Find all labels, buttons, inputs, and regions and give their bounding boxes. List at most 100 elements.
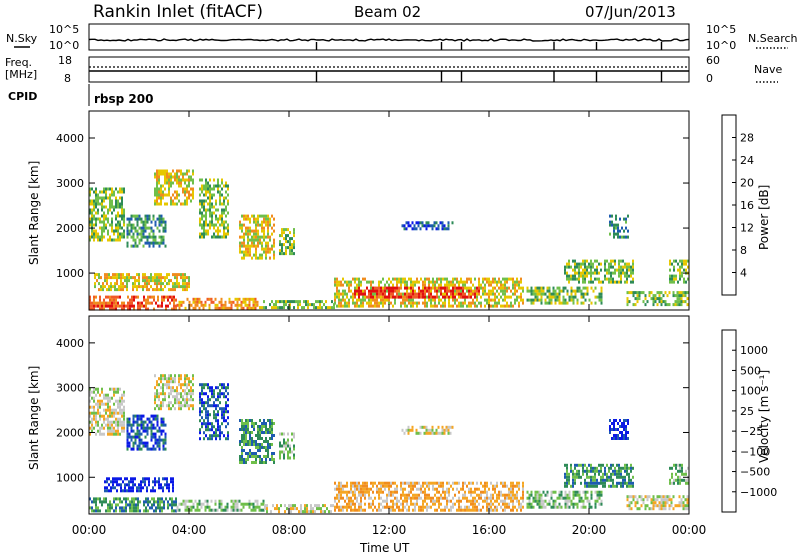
heatmap-cell [574,472,576,476]
heatmap-cell [430,292,432,296]
heatmap-cell [434,304,436,308]
heatmap-cell [600,289,603,293]
heatmap-cell [352,490,354,494]
heatmap-cell [205,392,207,396]
heatmap-cell [259,214,261,218]
heatmap-cell [630,268,632,272]
heatmap-cell [596,469,598,473]
heatmap-cell [245,461,247,464]
heatmap-cell [178,502,181,506]
heatmap-cell [570,298,573,302]
colorbar-tick-label: 8 [740,244,747,257]
heatmap-cell [263,229,265,233]
heatmap-cell [632,294,635,298]
heatmap-cell [592,280,594,284]
heatmap-cell [411,227,414,231]
heatmap-cell [172,199,174,203]
heatmap-cell [160,196,162,200]
heatmap-cell [175,509,177,513]
heatmap-cell [562,496,565,500]
heatmap-cell [215,184,217,188]
heatmap-cell [134,229,137,233]
heatmap-cell [245,226,247,230]
heatmap-cell [632,280,634,284]
heatmap-cell [225,181,227,185]
heatmap-cell [358,286,360,290]
heatmap-cell [540,298,543,302]
heatmap-cell [578,472,580,476]
heatmap-cell [168,486,170,490]
heatmap-cell [188,276,190,280]
heatmap-cell [140,229,143,233]
heatmap-cell [254,499,257,503]
heatmap-cell [115,226,117,230]
heatmap-cell [210,508,213,512]
heatmap-cell [243,250,245,254]
heatmap-cell [550,298,553,302]
heatmap-cell [121,500,123,504]
heatmap-cell [256,303,259,307]
heatmap-cell [532,301,535,305]
heatmap-cell [171,503,173,507]
heatmap-cell [576,472,578,476]
heatmap-cell [132,483,134,487]
station-title: Rankin Inlet (fitACF) [93,2,263,22]
heatmap-cell [111,423,113,427]
heatmap-cell [95,497,97,501]
heatmap-cell [249,244,251,248]
heatmap-cell [394,508,396,512]
heatmap-cell [512,502,514,506]
heatmap-cell [498,298,500,302]
heatmap-cell [673,280,675,284]
heatmap-cell [414,508,416,512]
heatmap-cell [146,238,149,242]
heatmap-cell [408,508,410,512]
heatmap-cell [439,221,442,225]
heatmap-cell [267,220,269,224]
heatmap-cell [392,493,394,497]
heatmap-cell [162,447,165,451]
heatmap-cell [89,202,91,206]
heatmap-cell [392,508,394,512]
heatmap-cell [269,250,271,254]
freq-tick-top: 18 [58,54,72,67]
heatmap-cell [173,500,175,504]
heatmap-cell [207,187,209,191]
heatmap-cell [582,490,585,494]
heatmap-cell [142,441,145,445]
heatmap-cell [522,493,524,497]
heatmap-cell [243,241,245,245]
heatmap-cell [462,484,464,488]
heatmap-cell [156,423,159,427]
heatmap-cell [580,475,582,479]
heatmap-cell [572,505,575,509]
heatmap-cell [201,383,203,387]
heatmap-cell [444,277,446,281]
heatmap-cell [626,274,628,278]
heatmap-cell [219,229,221,233]
heatmap-cell [504,499,506,503]
heatmap-cell [621,226,623,230]
heatmap-cell [323,303,325,307]
heatmap-cell [494,505,496,509]
heatmap-cell [600,493,603,497]
heatmap-cell [123,414,125,418]
heatmap-cell [174,276,176,280]
heatmap-cell [213,232,215,236]
heatmap-cell [468,487,470,491]
heatmap-cell [201,184,203,188]
heatmap-cell [624,481,626,485]
heatmap-cell [146,288,148,292]
heatmap-cell [598,490,601,494]
heatmap-cell [352,493,354,497]
heatmap-cell [404,301,406,305]
heatmap-cell [213,395,215,399]
heatmap-cell [160,483,162,487]
heatmap-cell [204,300,207,304]
heatmap-cell [201,410,203,414]
heatmap-cell [578,493,581,497]
heatmap-cell [130,229,133,233]
heatmap-cell [223,392,225,396]
heatmap-cell [101,214,103,218]
heatmap-cell [518,295,520,299]
